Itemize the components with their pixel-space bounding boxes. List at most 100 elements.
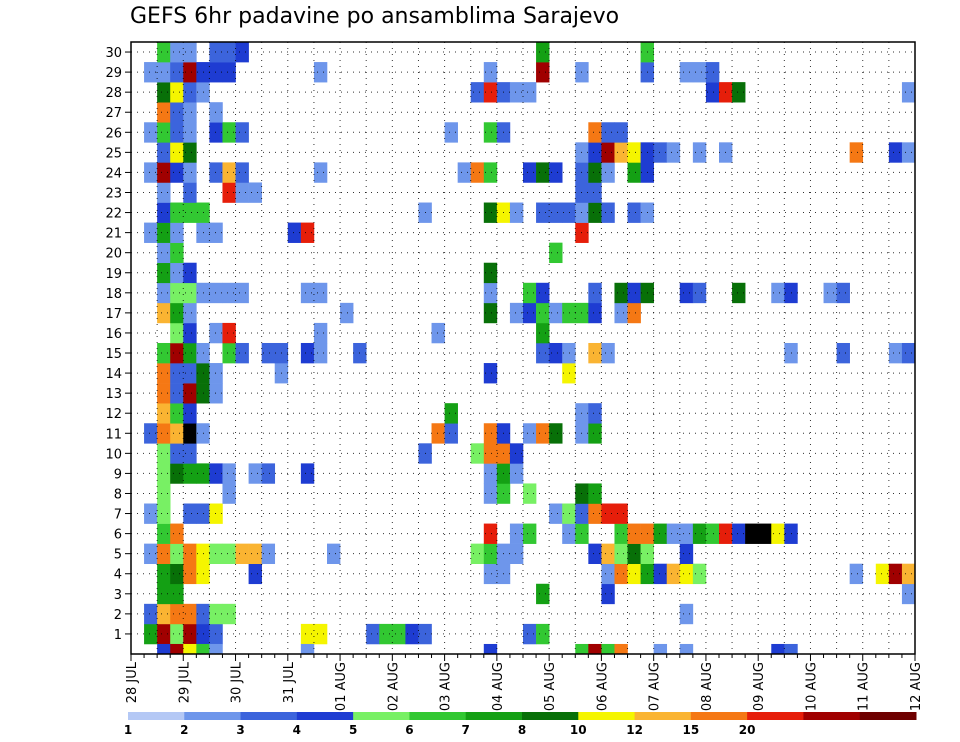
- colorbar-label: 20: [739, 723, 756, 737]
- data-cell: [536, 302, 550, 324]
- colorbar-label: 15: [683, 723, 700, 737]
- data-cell: [157, 282, 171, 304]
- data-cell: [222, 342, 236, 364]
- data-cell: [209, 222, 223, 243]
- data-cell: [588, 403, 602, 424]
- data-cell: [509, 82, 524, 103]
- data-cell: [144, 62, 158, 83]
- data-cell: [209, 503, 223, 524]
- y-tick-label: 14: [105, 367, 122, 382]
- colorbar-label: 7: [462, 723, 470, 737]
- data-cell: [588, 162, 602, 183]
- data-cell: [248, 563, 262, 585]
- data-cell: [732, 282, 746, 304]
- data-cell: [653, 563, 668, 585]
- data-cell: [183, 363, 197, 384]
- y-tick-label: 12: [105, 407, 122, 422]
- data-cell: [601, 563, 615, 585]
- x-tick-label: 03 AUG: [439, 662, 454, 711]
- data-cell: [549, 202, 563, 223]
- data-cell: [614, 142, 628, 163]
- y-tick-label: 29: [105, 66, 122, 81]
- y-tick-label: 3: [114, 588, 122, 603]
- data-cell: [183, 262, 197, 284]
- data-cell: [562, 302, 576, 324]
- data-cell: [183, 42, 197, 63]
- data-cell: [836, 282, 850, 304]
- data-cell: [666, 523, 681, 544]
- data-cell: [588, 202, 602, 223]
- data-cell: [549, 503, 563, 524]
- data-cell: [170, 623, 184, 645]
- y-tick-label: 24: [105, 166, 122, 181]
- data-cell: [470, 543, 485, 565]
- data-cell: [601, 503, 615, 524]
- data-cell: [901, 583, 916, 605]
- data-cell: [366, 623, 380, 645]
- y-tick-label: 17: [105, 307, 122, 322]
- y-tick-label: 28: [105, 86, 122, 101]
- colorbar-swatch: [240, 712, 298, 720]
- data-cell: [170, 603, 184, 625]
- data-cell: [222, 182, 236, 203]
- data-cell: [614, 643, 628, 655]
- data-cell: [888, 142, 903, 163]
- data-cell: [562, 523, 576, 544]
- colorbar-swatch: [803, 712, 861, 720]
- data-cell: [170, 122, 184, 143]
- data-cell: [157, 242, 171, 264]
- data-cell: [313, 162, 328, 183]
- data-cell: [483, 523, 498, 544]
- data-cell: [692, 142, 707, 163]
- colorbar-label: 5: [349, 723, 357, 737]
- data-cell: [523, 82, 537, 103]
- x-tick-label: 28 JUL: [125, 661, 140, 703]
- data-cell: [235, 42, 249, 63]
- data-cell: [536, 423, 550, 444]
- colorbar-swatch: [522, 712, 579, 720]
- data-cell: [183, 463, 197, 484]
- data-cell: [431, 423, 445, 444]
- x-tick-label: 09 AUG: [752, 662, 767, 711]
- x-tick-label: 08 AUG: [700, 662, 715, 711]
- data-cell: [614, 503, 628, 524]
- data-cell: [523, 302, 537, 324]
- data-cell: [588, 643, 602, 655]
- data-cell: [157, 62, 171, 83]
- data-cell: [170, 142, 184, 163]
- data-cell: [771, 523, 785, 544]
- y-tick-label: 9: [114, 467, 122, 482]
- data-cell: [209, 603, 223, 625]
- data-cell: [523, 483, 537, 504]
- data-cell: [235, 342, 249, 364]
- data-cell: [536, 583, 550, 605]
- colorbar-swatch: [578, 712, 636, 720]
- data-cell: [627, 162, 641, 183]
- data-cell: [248, 182, 262, 203]
- data-cell: [209, 62, 223, 83]
- data-cell: [614, 302, 628, 324]
- data-cell: [183, 62, 197, 83]
- y-tick-label: 11: [105, 427, 122, 442]
- x-tick-label: 12 AUG: [909, 662, 924, 711]
- data-cell: [509, 302, 524, 324]
- data-cell: [666, 142, 681, 163]
- data-cell: [679, 643, 694, 655]
- data-cell: [157, 463, 171, 484]
- data-cell: [405, 623, 419, 645]
- data-cell: [888, 563, 903, 585]
- data-cell: [144, 162, 158, 183]
- data-cell: [300, 282, 315, 304]
- y-tick-label: 19: [105, 267, 122, 282]
- data-cell: [549, 242, 563, 264]
- data-cell: [614, 523, 628, 544]
- data-cell: [313, 623, 328, 645]
- data-cell: [614, 543, 628, 565]
- data-cell: [523, 162, 537, 183]
- data-cell: [170, 403, 184, 424]
- data-cell: [183, 322, 197, 344]
- data-cell: [170, 62, 184, 83]
- data-cell: [248, 463, 262, 484]
- y-tick-label: 22: [105, 207, 122, 222]
